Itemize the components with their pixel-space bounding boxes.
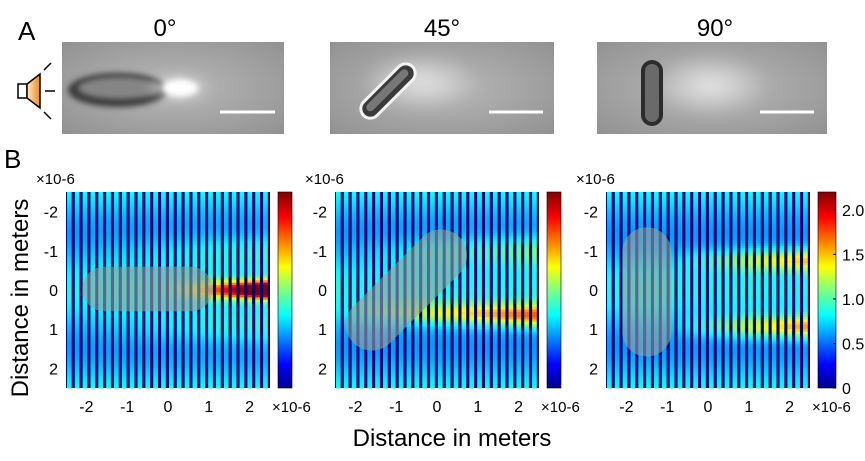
y-tick-label: 0	[49, 283, 58, 300]
y-tick-label: 2	[49, 361, 58, 378]
heatmaps: ×10-6 -2 -1 0 1 2 -2 -1 0 1 2 ×10-6 ×10-6 -2 -1 0 1 2 -2 -1…	[36, 171, 864, 416]
x-tick-label: -1	[120, 399, 134, 416]
y-tick-label: 2	[318, 361, 327, 378]
colorbar	[547, 192, 561, 388]
x-exponent-label: ×10-6	[541, 399, 580, 416]
angle-label-0: 0°	[154, 15, 177, 42]
y-tick-label: -2	[44, 205, 58, 222]
x-exponent-label: ×10-6	[272, 399, 311, 416]
x-tick-label: -2	[619, 399, 633, 416]
x-tick-label: 0	[433, 399, 442, 416]
y-tick-label: -2	[313, 205, 327, 222]
y-exponent-label: ×10-6	[36, 171, 75, 188]
x-tick-label: 1	[204, 399, 213, 416]
heatmap-90deg: ×10-6 -2 -1 0 1 2 -2 -1 0 1 2 ×10-6 2.0 1.5 1.0 0.5 0	[576, 171, 864, 416]
x-axis-label: Distance in meters	[353, 425, 552, 452]
y-tick-label: 2	[589, 361, 598, 378]
colorbar-tick-label: 0.5	[842, 336, 864, 353]
x-tick-label: 0	[704, 399, 713, 416]
micrograph-0deg	[62, 42, 284, 134]
panel-a-label: A	[18, 16, 36, 46]
colorbar	[278, 192, 292, 388]
y-tick-label: 0	[589, 283, 598, 300]
speaker-icon	[18, 63, 55, 119]
y-tick-label: 1	[318, 322, 327, 339]
y-exponent-label: ×10-6	[305, 171, 344, 188]
x-tick-label: 1	[744, 399, 753, 416]
heatmap-0deg: ×10-6 -2 -1 0 1 2 -2 -1 0 1 2 ×10-6	[36, 171, 311, 416]
colorbar-tick-label: 2.0	[842, 203, 864, 220]
x-tick-label: 2	[785, 399, 794, 416]
colorbar	[818, 192, 836, 388]
particle-overlay	[82, 266, 213, 311]
x-tick-label: -2	[348, 399, 362, 416]
y-tick-label: -1	[313, 244, 327, 261]
micrograph-90deg	[597, 42, 827, 134]
y-exponent-label: ×10-6	[576, 171, 615, 188]
x-tick-label: 2	[245, 399, 254, 416]
y-tick-label: -1	[584, 244, 598, 261]
x-exponent-label: ×10-6	[812, 399, 851, 416]
y-tick-label: 0	[318, 283, 327, 300]
y-tick-label: -2	[584, 205, 598, 222]
angle-label-45: 45°	[424, 15, 460, 42]
colorbar-tick-label: 1.5	[842, 247, 864, 264]
angle-label-90: 90°	[697, 15, 733, 42]
y-tick-label: -1	[44, 244, 58, 261]
y-tick-label: 1	[49, 322, 58, 339]
colorbar-tick-label: 0	[842, 381, 851, 398]
x-tick-label: -2	[79, 399, 93, 416]
x-tick-label: -1	[660, 399, 674, 416]
colorbar-tick-label: 1.0	[842, 292, 864, 309]
y-axis-label: Distance in meters	[7, 199, 34, 398]
panel-b-label: B	[4, 144, 21, 174]
x-tick-label: 0	[164, 399, 173, 416]
micrograph-45deg	[330, 42, 554, 134]
y-tick-label: 1	[589, 322, 598, 339]
particle-overlay	[622, 227, 671, 356]
heatmap-45deg: ×10-6 -2 -1 0 1 2 -2 -1 0 1 2 ×10-6	[305, 171, 580, 416]
x-tick-label: 1	[473, 399, 482, 416]
x-tick-label: -1	[389, 399, 403, 416]
x-tick-label: 2	[514, 399, 523, 416]
